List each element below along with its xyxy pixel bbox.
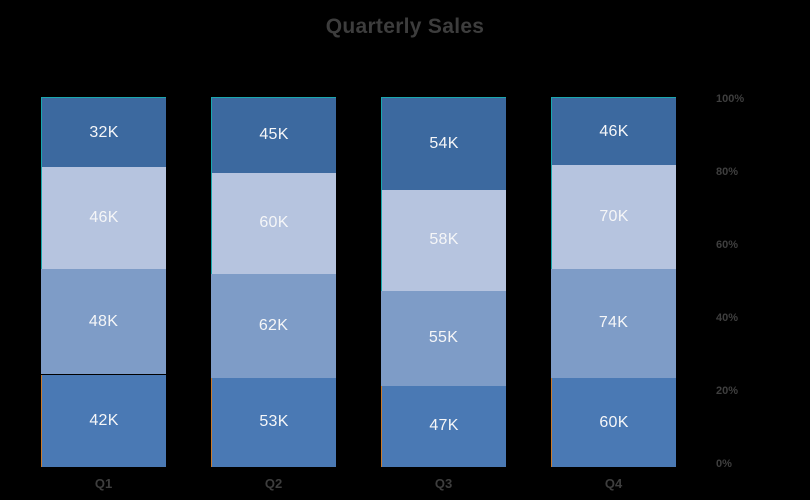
- x-tick-label-q3: Q3: [434, 476, 453, 491]
- y-tick-label: 40%: [716, 312, 739, 324]
- segment-value-label: 70K: [599, 207, 629, 225]
- y-axis: 100% 80% 60% 40% 20% 0%: [716, 0, 806, 500]
- x-axis: Q1 Q2 Q3 Q4: [0, 476, 810, 494]
- y-tick-label: 60%: [716, 239, 739, 251]
- bar-segment-q2-2: 62K: [211, 273, 336, 378]
- bar-segment-q3-3: 47K: [381, 385, 506, 467]
- segment-value-label: 47K: [429, 417, 459, 435]
- x-tick-label-q1: Q1: [94, 476, 113, 491]
- bar-q2: 45K 60K 62K 53K: [211, 97, 336, 467]
- bar-segment-q2-3: 53K: [211, 377, 336, 467]
- bar-q4: 46K 70K 74K 60K: [551, 97, 676, 467]
- bar-segment-q1-3: 42K: [41, 374, 166, 467]
- bar-segment-q1-2: 48K: [41, 268, 166, 375]
- y-tick-label: 100%: [716, 93, 745, 105]
- bar-segment-q1-1: 46K: [41, 167, 166, 269]
- bar-q1: 32K 46K 48K 42K: [41, 97, 166, 467]
- bar-segment-q4-0: 46K: [551, 97, 676, 166]
- segment-value-label: 60K: [259, 214, 289, 232]
- segment-value-label: 58K: [429, 231, 459, 249]
- segment-value-label: 55K: [428, 329, 459, 347]
- bar-segment-q4-1: 70K: [551, 165, 676, 269]
- segment-value-label: 74K: [598, 314, 629, 332]
- y-tick-label: 20%: [716, 385, 739, 397]
- segment-value-label: 45K: [259, 126, 289, 144]
- segment-value-label: 62K: [258, 316, 289, 334]
- bar-segment-q4-2: 74K: [551, 268, 676, 379]
- segment-value-label: 54K: [429, 135, 459, 153]
- segment-value-label: 60K: [599, 413, 629, 431]
- segment-value-label: 46K: [89, 209, 119, 227]
- y-tick-label: 80%: [716, 166, 739, 178]
- bar-q3: 54K 58K 55K 47K: [381, 97, 506, 467]
- bar-segment-q1-0: 32K: [41, 97, 166, 168]
- segment-value-label: 48K: [88, 312, 119, 330]
- y-tick-label: 0%: [716, 458, 732, 470]
- segment-value-label: 42K: [89, 411, 119, 429]
- chart-title: Quarterly Sales: [325, 15, 485, 38]
- bar-segment-q3-0: 54K: [381, 97, 506, 191]
- bar-segment-q4-3: 60K: [551, 378, 676, 467]
- segment-value-label: 46K: [599, 122, 629, 140]
- bar-segment-q3-2: 55K: [381, 290, 506, 386]
- plot-area: 32K 46K 48K 42K 45K 60K 62K 53K 54K 58K 55K 47K 46K 7…: [0, 97, 810, 467]
- bar-segment-q2-0: 45K: [211, 97, 336, 173]
- bar-segment-q2-1: 60K: [211, 172, 336, 274]
- x-tick-label-q4: Q4: [604, 476, 623, 491]
- bar-segment-q3-1: 58K: [381, 190, 506, 291]
- segment-value-label: 53K: [259, 413, 289, 431]
- segment-value-label: 32K: [89, 123, 119, 141]
- x-tick-label-q2: Q2: [264, 476, 283, 491]
